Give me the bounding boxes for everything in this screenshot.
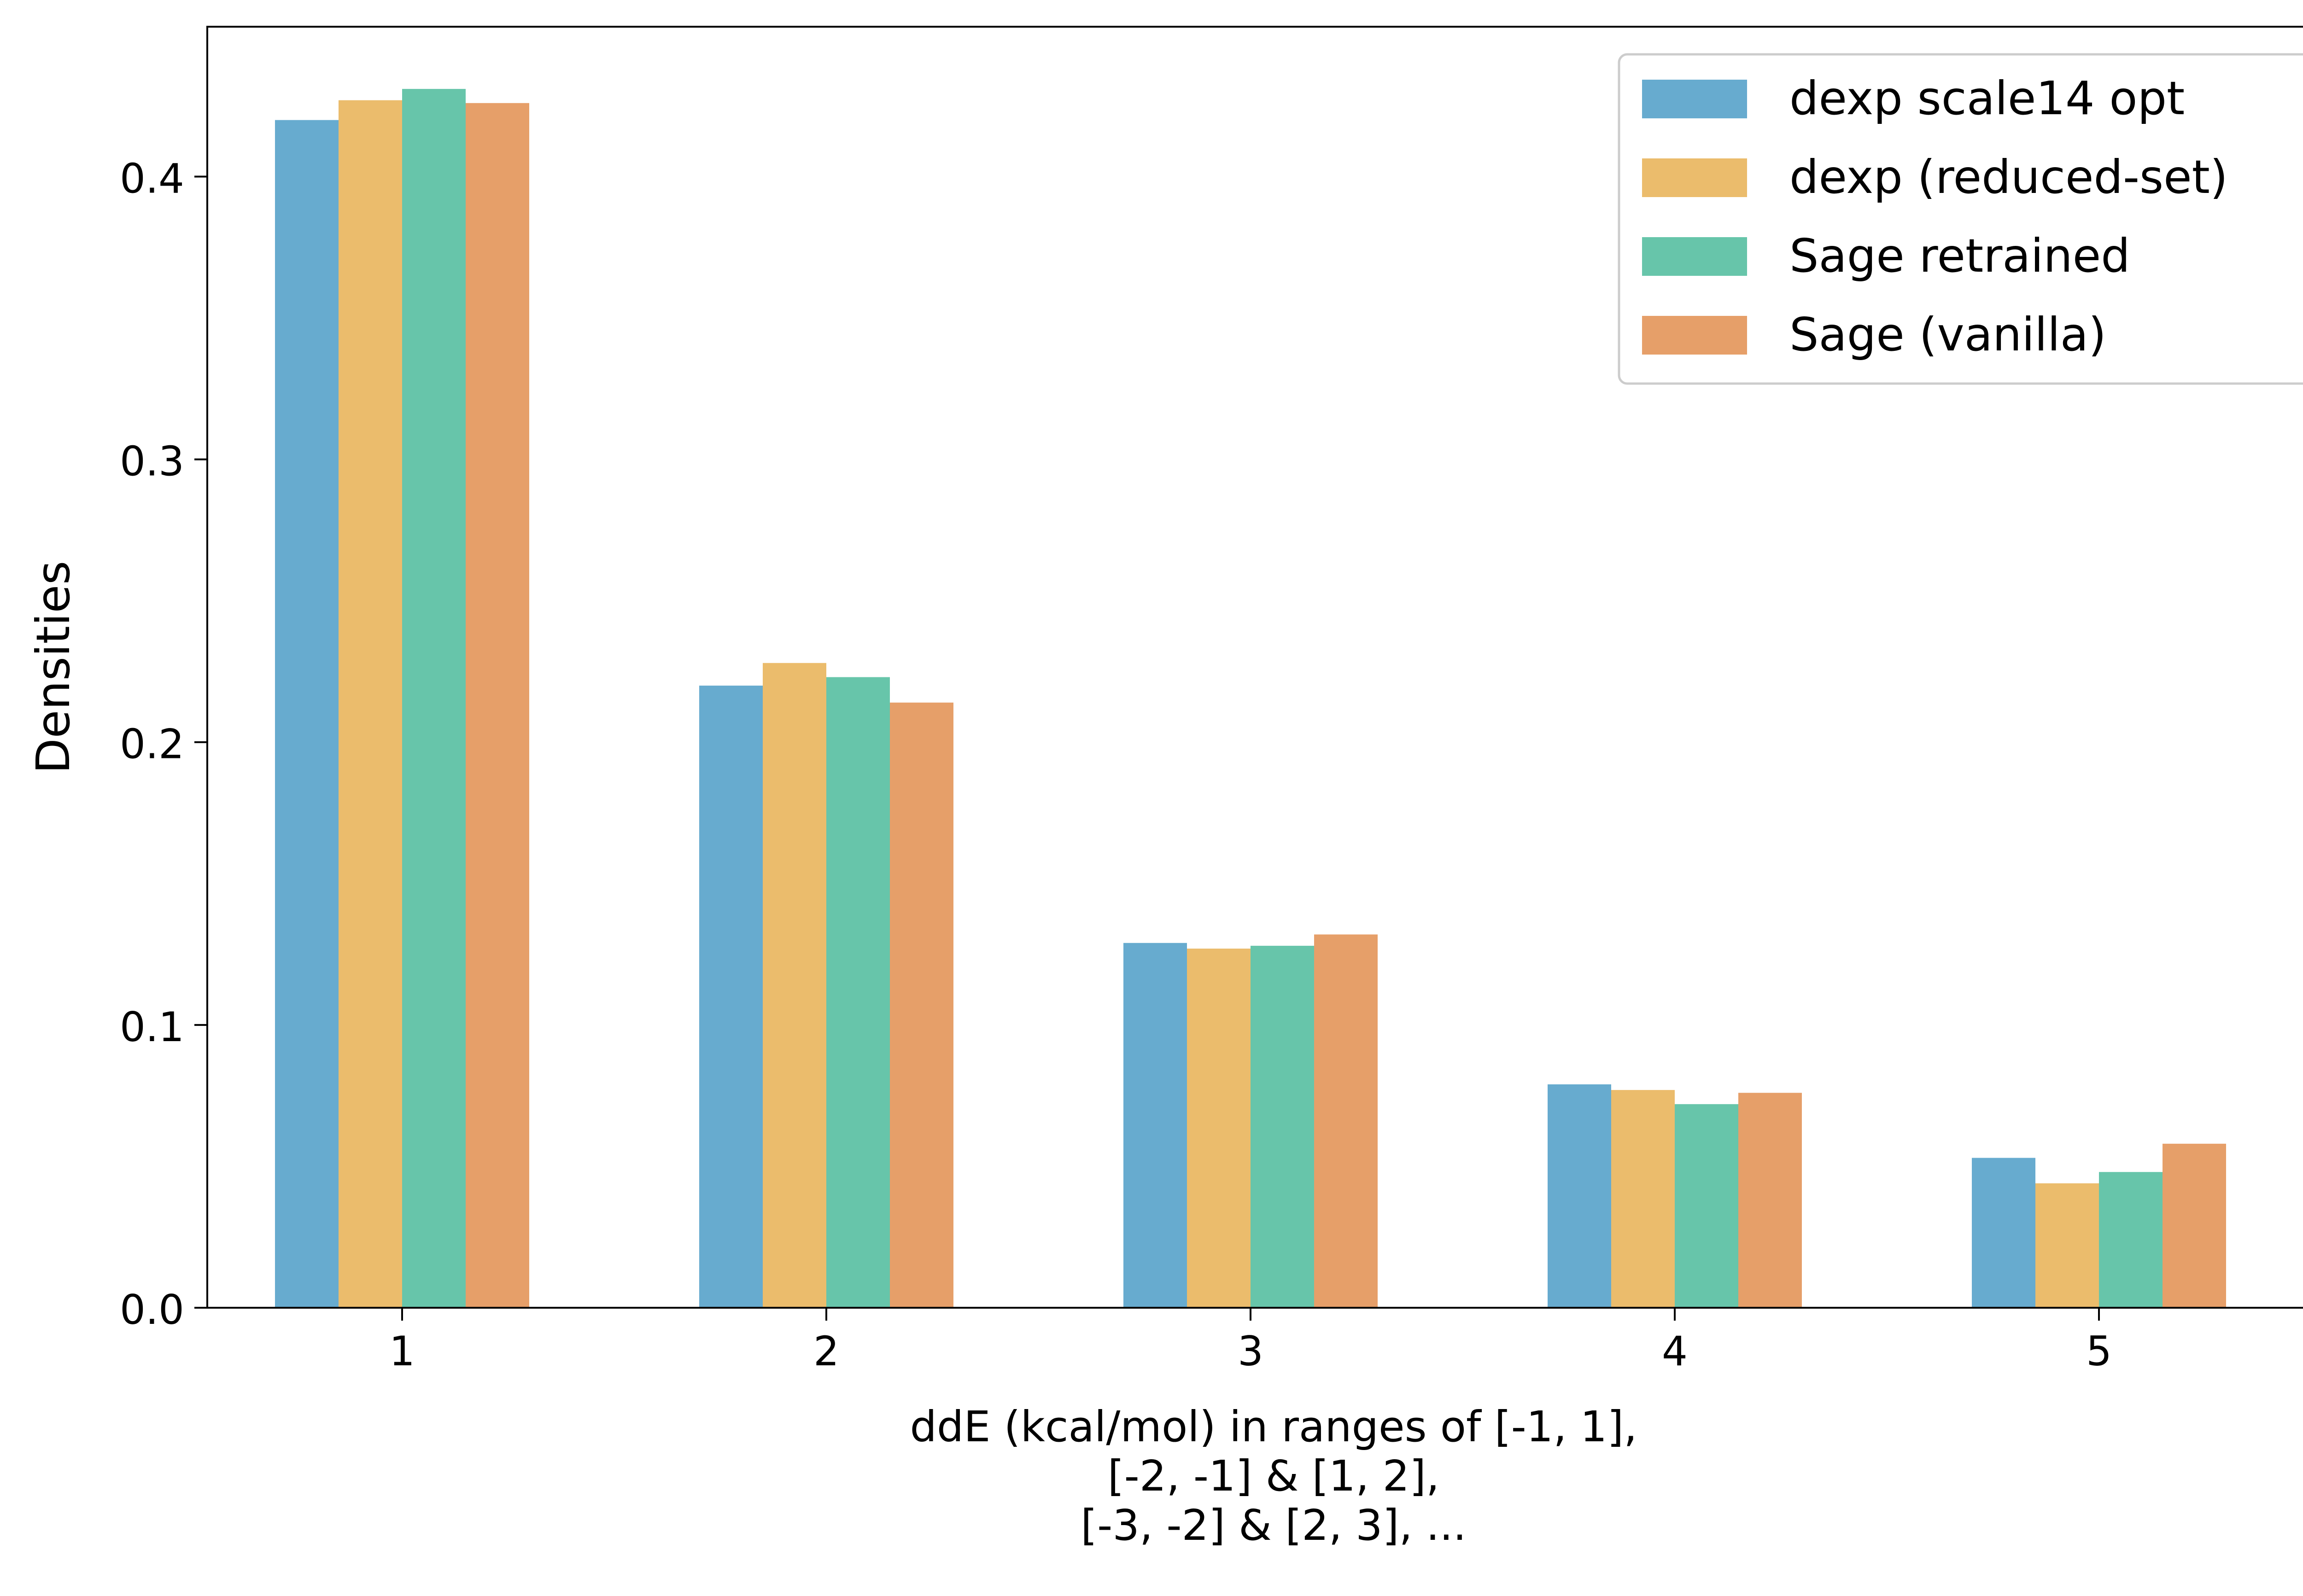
x-axis-label: ddE (kcal/mol) in ranges of [-1, 1],[-2,… (910, 1402, 1637, 1550)
x-tick-label: 4 (1662, 1328, 1688, 1375)
legend-label: Sage retrained (1789, 229, 2130, 283)
bar-3-3 (1251, 945, 1314, 1308)
legend-label: Sage (vanilla) (1789, 308, 2106, 361)
bar-1-3 (1123, 943, 1187, 1308)
bar-4-1 (466, 103, 529, 1308)
bar-1-2 (699, 685, 763, 1308)
bar-3-1 (402, 89, 466, 1308)
bar-3-4 (1675, 1104, 1738, 1308)
bar-4-3 (1314, 934, 1378, 1308)
y-tick-label: 0.1 (120, 1003, 184, 1051)
bar-2-3 (1187, 949, 1251, 1308)
legend-swatch (1642, 158, 1747, 197)
x-axis-label-line: ddE (kcal/mol) in ranges of [-1, 1], (910, 1402, 1637, 1451)
bar-1-5 (1972, 1158, 2035, 1308)
bar-2-2 (763, 663, 826, 1308)
bar-2-4 (1611, 1090, 1675, 1308)
y-axis-label: Densities (26, 561, 80, 774)
bar-1-1 (275, 120, 339, 1308)
y-tick-label: 0.4 (120, 155, 184, 202)
x-axis-ticks: 1 2 3 4 5 (389, 1308, 2112, 1375)
legend-swatch (1642, 80, 1747, 118)
y-tick-label: 0.2 (120, 721, 184, 768)
plot-frame (206, 26, 2303, 1309)
bar-4-5 (2163, 1143, 2226, 1308)
y-axis-ticks: 0.0 0.1 0.2 0.3 0.4 (120, 155, 207, 1334)
legend-label: dexp (reduced-set) (1789, 150, 2228, 204)
legend-label: dexp scale14 opt (1789, 71, 2185, 125)
legend-box (1618, 53, 2303, 385)
bar-4-4 (1738, 1093, 1802, 1308)
y-tick-label: 0.3 (120, 438, 184, 485)
bars-group (275, 89, 2226, 1308)
x-axis-label-line: [-2, -1] & [1, 2], (1108, 1451, 1440, 1501)
legend-swatch (1642, 237, 1747, 276)
x-tick-label: 2 (813, 1328, 839, 1375)
bar-3-2 (826, 677, 890, 1308)
bar-2-1 (339, 100, 402, 1308)
bar-1-4 (1548, 1084, 1611, 1308)
x-tick-label: 1 (389, 1328, 415, 1375)
x-tick-label: 5 (2086, 1328, 2112, 1375)
bar-2-5 (2035, 1183, 2099, 1308)
legend: dexp scale14 opt dexp (reduced-set) Sage r… (1618, 53, 2303, 385)
bar-4-2 (890, 702, 953, 1308)
x-axis-label-line: [-3, -2] & [2, 3], ... (1081, 1501, 1467, 1550)
x-tick-label: 3 (1238, 1328, 1263, 1375)
bar-3-5 (2099, 1172, 2163, 1308)
y-tick-label: 0.0 (120, 1286, 184, 1334)
legend-swatch (1642, 316, 1747, 355)
